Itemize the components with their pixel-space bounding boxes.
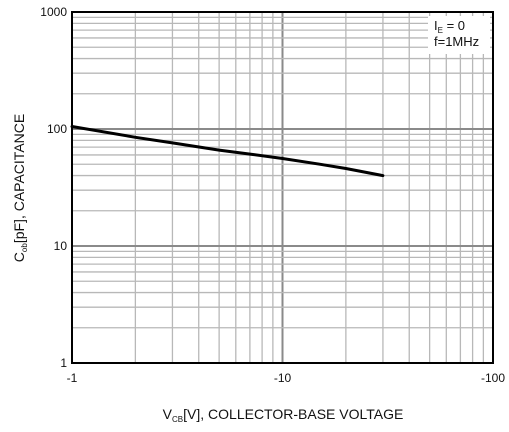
y-tick-label: 1 [60,356,67,370]
annotation-ie: IE = 0 [434,18,465,35]
capacitance-curve [70,125,385,178]
y-tick-label: 100 [47,122,67,136]
x-axis-title-sub: CB [172,415,183,424]
annotation-ie-sub: E [438,26,443,35]
x-tick-labels: -1 -10 -100 [67,371,506,385]
y-axis-title: Cob[pF], CAPACITANCE [11,114,29,262]
x-axis-title: VCB[V], COLLECTOR-BASE VOLTAGE [163,406,404,424]
x-tick-label: -1 [67,371,78,385]
x-axis-title-main: V [163,406,173,422]
plot-frame [71,11,494,364]
annotation-ie-rest: = 0 [443,18,465,33]
y-tick-labels: 1 10 100 1000 [40,5,67,370]
annotation-ie-main: I [434,18,438,33]
x-axis-title-rest: [V], COLLECTOR-BASE VOLTAGE [183,406,403,422]
y-tick-label: 10 [54,239,68,253]
x-tick-label: -100 [481,371,505,385]
annotation-background [428,16,490,54]
grid [71,11,494,364]
y-axis-title-rest: [pF], CAPACITANCE [11,114,27,243]
annotation-frequency: f=1MHz [434,34,479,49]
y-axis-title-sub: ob [20,243,29,252]
y-axis-title-main: C [11,252,27,262]
y-tick-label: 1000 [40,5,67,19]
x-tick-label: -10 [274,371,292,385]
